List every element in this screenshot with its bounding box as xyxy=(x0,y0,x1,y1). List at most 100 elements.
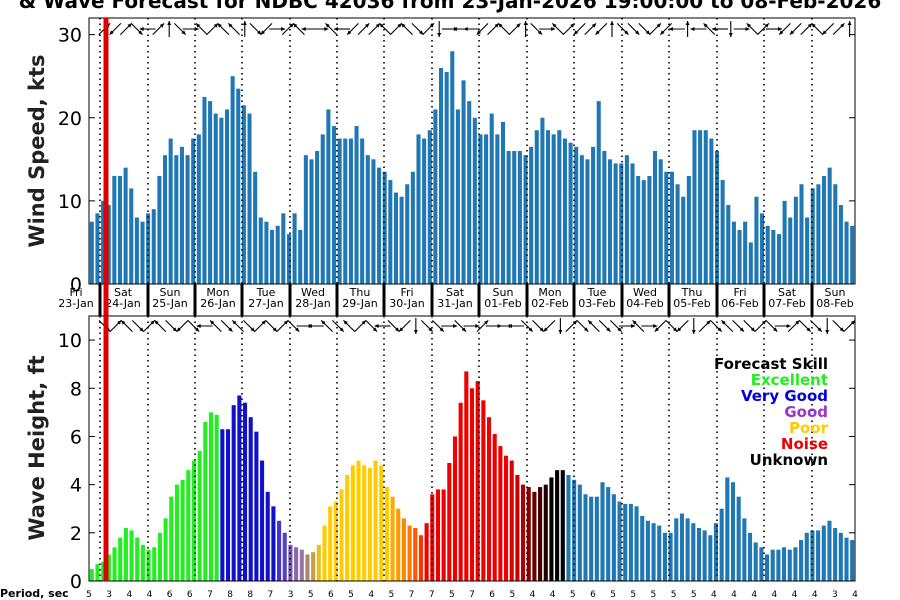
wave-height-bar xyxy=(521,484,526,581)
wave-height-bar xyxy=(265,491,270,581)
wind-speed-bar xyxy=(788,217,793,284)
wave-height-bar xyxy=(685,518,690,581)
direction-arrow xyxy=(539,27,556,31)
direction-arrow xyxy=(685,21,690,37)
direction-arrow xyxy=(365,319,378,333)
wave-height-bar xyxy=(821,525,826,581)
wind-speed-bar xyxy=(512,151,517,284)
period-value: 4 xyxy=(792,590,798,600)
direction-arrow xyxy=(746,22,759,36)
wind-speed-bar xyxy=(529,146,534,284)
date-label: 04-Feb xyxy=(626,297,663,310)
direction-arrow xyxy=(463,27,480,31)
wave-height-bar xyxy=(441,489,446,581)
direction-arrow xyxy=(119,22,133,36)
wind-speed-bar xyxy=(698,130,703,284)
wind-speed-bar xyxy=(337,138,342,284)
direction-arrow xyxy=(787,319,800,333)
direction-arrow xyxy=(196,324,213,328)
wind-y-axis: 0 10 20 30 xyxy=(58,25,855,296)
wave-height-bar xyxy=(328,506,333,581)
wind-speed-bar xyxy=(709,138,714,284)
wave-height-bar xyxy=(492,434,497,581)
y-tick-label: 6 xyxy=(70,426,82,448)
period-value: 4 xyxy=(772,590,778,600)
wind-speed-bar xyxy=(557,130,562,284)
period-labels: 5 3 4 4 6 6 7 8 8 7 3 5 6 5 4 5 7 7 5 7 6 5 4 4 5 6 5 5 5 5 5 4 4 4 4 4 4 3 4 xyxy=(86,590,858,600)
wave-height-bar xyxy=(662,532,667,581)
wave-height-bar xyxy=(481,400,486,581)
wind-speed-bar xyxy=(191,138,196,284)
wave-height-bar xyxy=(174,484,179,581)
wave-height-bar xyxy=(464,371,469,581)
wind-speed-bar xyxy=(140,221,145,284)
direction-arrow xyxy=(287,319,300,333)
wind-speed-bar xyxy=(134,217,139,284)
wave-height-bar xyxy=(674,518,679,581)
day-of-week-label: Tue xyxy=(256,286,276,299)
direction-arrow xyxy=(668,27,685,31)
wind-speed-bar xyxy=(292,213,297,284)
wind-speed-bar xyxy=(579,155,584,284)
legend-title: Forecast Skill xyxy=(714,355,828,373)
wind-speed-bar xyxy=(771,229,776,284)
wave-height-bar xyxy=(430,494,435,581)
wave-height-bar xyxy=(203,422,208,581)
y-tick-label: 4 xyxy=(70,475,82,497)
wave-height-bar xyxy=(356,460,361,581)
wind-direction-arrows xyxy=(98,21,852,37)
wave-height-bar xyxy=(583,494,588,581)
wind-speed-bar xyxy=(726,205,731,284)
wave-height-bar xyxy=(765,554,770,581)
period-value: 4 xyxy=(530,590,536,600)
wave-height-bar xyxy=(844,537,849,581)
wave-height-bar xyxy=(538,487,543,581)
legend-item: Excellent xyxy=(751,371,828,389)
direction-arrow xyxy=(220,319,233,333)
direction-arrow xyxy=(691,318,696,334)
direction-arrow xyxy=(463,324,480,328)
wave-height-bar xyxy=(810,530,815,581)
direction-arrow xyxy=(766,27,782,31)
direction-arrow xyxy=(206,22,219,36)
wind-speed-bar xyxy=(484,134,489,285)
wind-speed-bar xyxy=(743,221,748,284)
direction-arrow xyxy=(334,27,350,31)
wave-height-bar xyxy=(379,465,384,581)
wave-height-bar xyxy=(469,388,475,581)
wind-speed-bar xyxy=(320,134,325,285)
wind-speed-bar xyxy=(444,72,449,284)
date-label: 08-Feb xyxy=(816,297,853,310)
wave-height-bar xyxy=(594,496,599,581)
direction-arrow xyxy=(676,319,689,333)
period-value: 5 xyxy=(691,590,697,600)
y-tick-label: 20 xyxy=(58,108,82,130)
wind-speed-bar xyxy=(433,109,438,284)
wave-height-bar xyxy=(572,479,577,581)
wind-y-axis-label: Wind Speed, kts xyxy=(25,54,49,247)
wind-speed-bar xyxy=(703,130,708,284)
period-value: 5 xyxy=(610,590,616,600)
wind-speed-bar xyxy=(821,175,827,284)
wind-speed-bar xyxy=(258,217,263,284)
legend-item: Noise xyxy=(781,435,828,453)
period-value: 7 xyxy=(469,590,475,600)
wave-height-bar xyxy=(390,496,395,581)
wave-height-bar xyxy=(345,475,350,581)
day-of-week-label: Sat xyxy=(446,286,465,299)
period-value: 5 xyxy=(348,590,354,600)
direction-arrow xyxy=(243,319,256,333)
direction-arrow xyxy=(422,22,435,36)
wind-speed-bar xyxy=(602,151,607,284)
wind-speed-bar xyxy=(354,126,359,284)
direction-arrow xyxy=(728,21,733,37)
wave-height-bar xyxy=(708,535,713,581)
direction-arrow xyxy=(312,27,329,31)
wind-speed-bar xyxy=(737,229,742,284)
period-value: 4 xyxy=(126,590,132,600)
direction-arrow xyxy=(789,22,802,36)
day-of-week-label: Sat xyxy=(778,286,797,299)
direction-arrow xyxy=(413,318,418,334)
direction-arrow xyxy=(260,22,273,36)
